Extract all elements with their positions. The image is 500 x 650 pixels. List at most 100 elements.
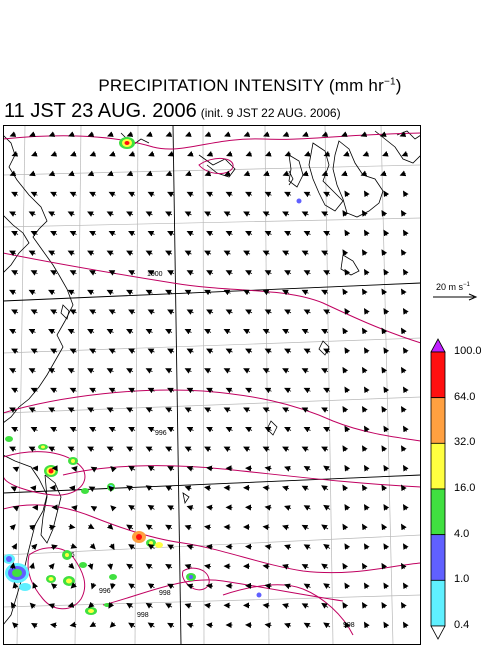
wind-vector (30, 270, 38, 276)
wind-vector (89, 543, 96, 550)
wind-vector (145, 289, 153, 296)
wind-vector (126, 563, 134, 570)
wind-vector (400, 249, 407, 256)
wind-vector (264, 622, 272, 629)
wind-vector (11, 387, 19, 394)
wind-vector (341, 170, 348, 177)
wind-vector (165, 485, 173, 492)
wind-vector (108, 602, 115, 609)
wind-vector (381, 249, 388, 256)
wind-vector (282, 446, 290, 453)
wind-vector (48, 170, 56, 177)
wind-vector (342, 445, 349, 452)
wind-vector (344, 464, 351, 472)
wind-vector (321, 131, 329, 137)
wind-vector (9, 250, 17, 257)
wind-vector (284, 427, 292, 433)
wind-vector (145, 329, 153, 335)
wind-vector (108, 348, 116, 355)
wind-vector (50, 270, 58, 276)
wind-vector (361, 484, 368, 492)
wind-vector (32, 582, 39, 589)
wind-vector (128, 191, 136, 198)
wind-vector (28, 446, 36, 453)
wind-vector (204, 131, 212, 137)
coastlines (3, 130, 421, 626)
wind-vector (106, 329, 114, 335)
wind-vector (342, 562, 349, 570)
wind-vector (9, 329, 17, 335)
wind-vector (321, 485, 329, 492)
wind-vector (323, 191, 331, 198)
wind-vector (167, 387, 175, 394)
wind-vector (67, 289, 75, 296)
wind-vector (126, 602, 134, 609)
wind-vector (303, 622, 311, 629)
wind-vector (106, 368, 114, 374)
wind-vector (344, 229, 351, 237)
wind-vector (147, 231, 155, 237)
wind-vector (87, 407, 95, 413)
wind-vector (146, 131, 153, 137)
wind-vector (145, 407, 153, 413)
wind-vector (284, 348, 292, 355)
wind-vector (282, 131, 290, 137)
wind-vector (106, 211, 114, 217)
wind-vector (11, 191, 19, 198)
wind-vector (69, 231, 77, 237)
wind-vector (301, 250, 309, 257)
colorbar-swatch (430, 442, 446, 490)
wind-vector (323, 427, 331, 433)
wind-vector (264, 191, 272, 198)
wind-vector (167, 583, 175, 590)
wind-vector (383, 582, 390, 590)
wind-vector (362, 150, 370, 157)
wind-vector (184, 368, 192, 374)
wind-vector (264, 387, 272, 394)
wind-vector (87, 250, 95, 257)
wind-vector (67, 250, 75, 257)
colorbar-level-label: 100.0 (454, 345, 482, 357)
wind-vector (184, 564, 192, 570)
wind-vector (186, 505, 194, 511)
wind-vector (90, 466, 98, 473)
wind-vector (184, 485, 192, 492)
wind-vector (9, 211, 17, 217)
wind-vector (147, 309, 155, 315)
wind-vector (264, 427, 272, 433)
wind-vector (402, 347, 409, 354)
wind-vector (284, 270, 292, 276)
wind-vector (67, 211, 75, 217)
wind-vector (49, 524, 56, 531)
wind-vector (106, 407, 114, 413)
wind-vector (282, 407, 290, 413)
wind-vector (383, 386, 390, 394)
wind-vector (28, 211, 36, 217)
wind-vector (303, 544, 311, 550)
wind-vector (363, 347, 370, 354)
wind-vector (341, 131, 348, 137)
wind-vector (167, 544, 175, 551)
wind-vector (108, 270, 116, 276)
wind-vector (206, 309, 214, 315)
wind-vector (223, 329, 231, 335)
wind-vector (89, 150, 97, 157)
wind-vector (30, 427, 38, 433)
wind-vector (108, 191, 116, 198)
wind-vector (361, 406, 368, 413)
wind-vector (204, 602, 212, 609)
wind-vector (204, 524, 212, 531)
wind-vector (89, 309, 97, 315)
wind-vector (11, 348, 19, 355)
wind-vector (303, 348, 311, 355)
wind-vector (186, 191, 194, 198)
wind-vector (301, 289, 309, 296)
wind-vector (9, 368, 17, 374)
wind-vector (360, 170, 368, 177)
wind-vector (323, 465, 331, 472)
wind-vector (381, 484, 388, 492)
wind-vector (106, 250, 114, 257)
wind-vector (323, 387, 331, 394)
wind-vector (186, 583, 194, 590)
wind-vector (363, 582, 370, 590)
